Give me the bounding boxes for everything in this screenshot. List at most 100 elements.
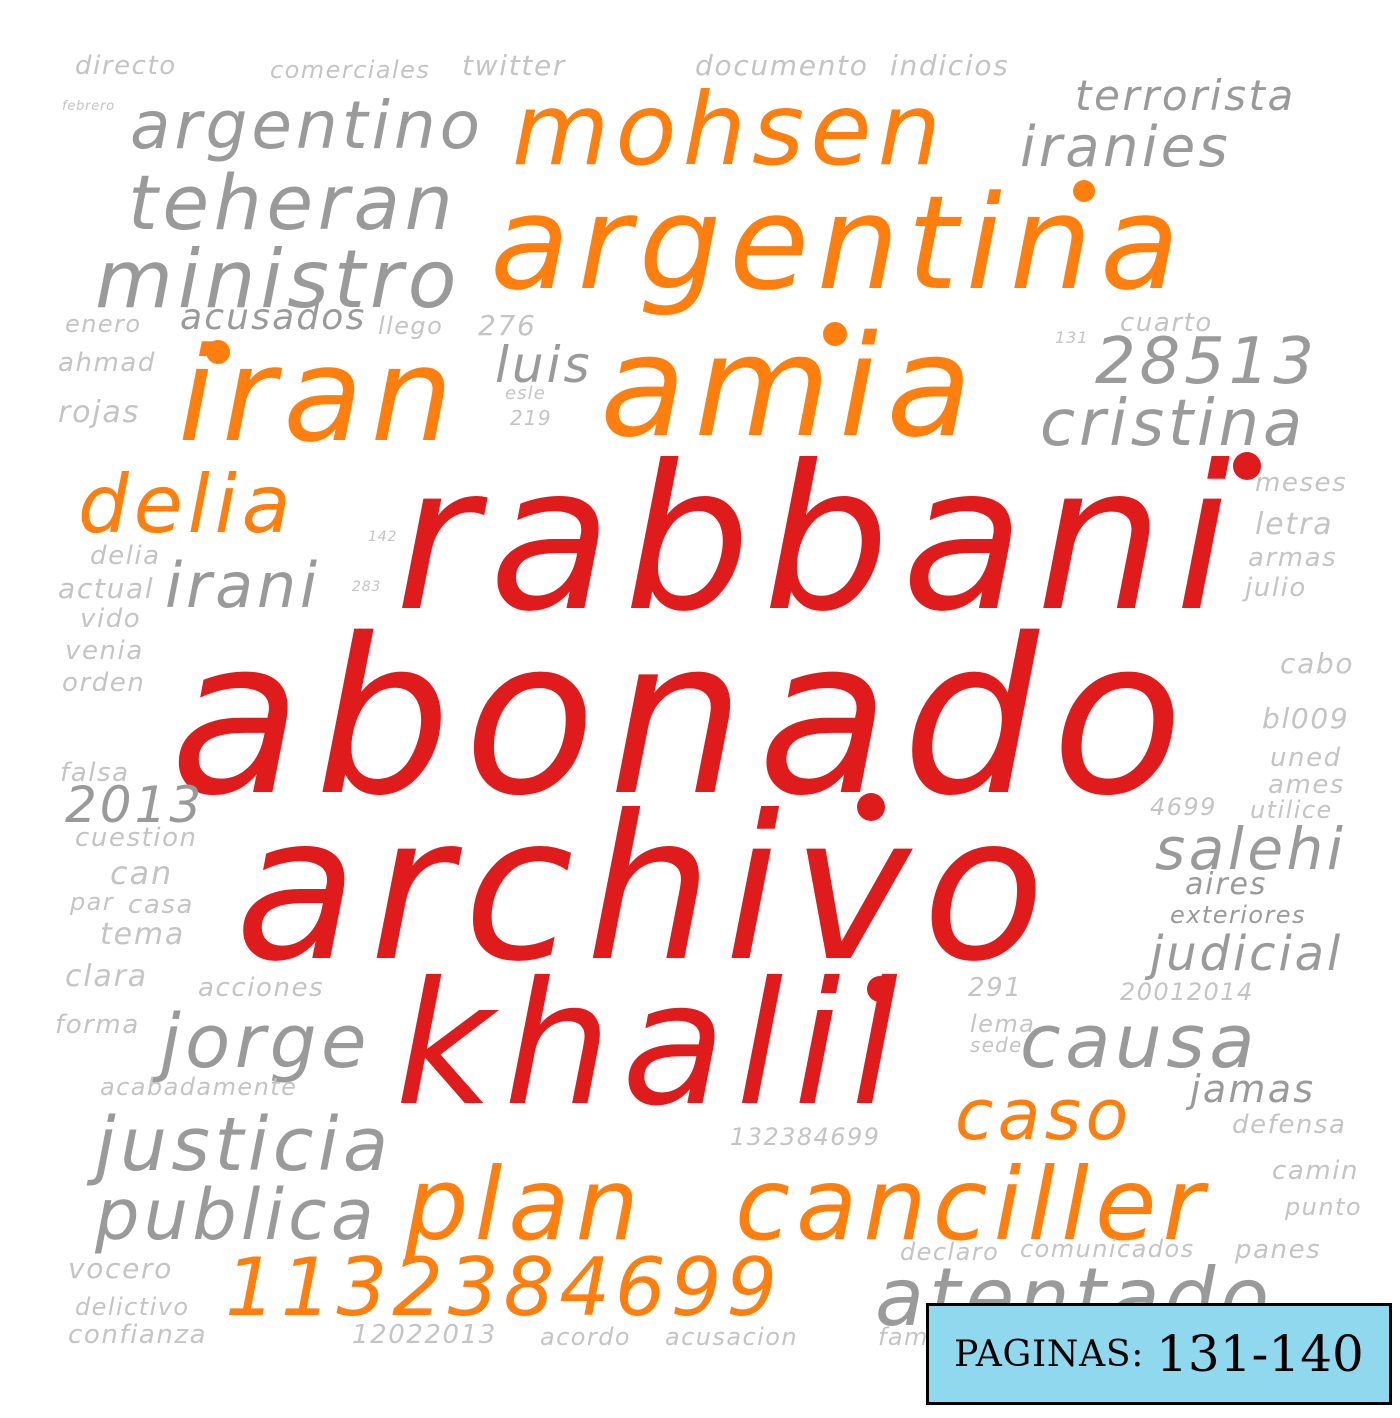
word-lema: lema [970,1010,1036,1038]
word-tema: tema [100,917,186,952]
word-vocero: vocero [68,1252,174,1285]
word-salehi: salehi [1155,815,1347,883]
word-131: 131 [1055,328,1089,347]
word-acabadamente: acabadamente [100,1073,298,1101]
word-cuestion: cuestion [75,823,198,853]
word-delia-large: delia [78,458,296,551]
word-declaro: declaro [900,1238,1000,1266]
word-4699: 4699 [1150,793,1217,821]
word-justicia: justicia [95,1102,393,1188]
word-letra: letra [1255,507,1334,542]
word-judicial: judicial [1150,926,1344,982]
word-punto: punto [1285,1193,1362,1221]
dot-argentina-i [1073,180,1095,202]
word-28513: 28513 [1095,325,1318,399]
word-esle: esle [505,383,546,404]
word-iranies: iranies [1020,115,1232,180]
pages-badge: PAGINAS: 131-140 [926,1303,1392,1405]
word-cuarto: cuarto [1120,308,1213,338]
word-febrero: febrero [62,99,115,114]
word-causa: causa [1020,999,1260,1085]
word-ministro: ministro [95,233,462,326]
word-amia: amia [600,306,981,469]
word-sede: sede [970,1033,1023,1057]
word-jorge: jorge [160,999,371,1085]
word-actual: actual [58,572,155,605]
pages-label: PAGINAS: [954,1333,1145,1375]
dot-rabbani-i [1233,452,1261,480]
word-cabo: cabo [1280,647,1355,680]
word-armas: armas [1248,543,1338,573]
word-venia: venia [65,636,144,666]
word-20012014: 20012014 [1120,978,1254,1006]
word-acusacion: acusacion [665,1323,799,1351]
word-defensa: defensa [1232,1110,1347,1140]
word-2013: 2013 [65,776,205,834]
word-canciller: canciller [735,1146,1210,1263]
word-132384699: 132384699 [730,1123,881,1151]
word-panes: panes [1235,1235,1322,1265]
word-argentino: argentino [130,87,484,164]
word-vido: vido [80,604,142,634]
word-enero: enero [65,310,142,338]
word-indicios: indicios [890,49,1010,82]
word-camin: camin [1272,1156,1360,1186]
pages-range: 131-140 [1156,1325,1364,1383]
word-falsa: falsa [60,758,130,788]
word-rabbani: rabbani [395,423,1243,656]
word-directo: directo [75,51,177,81]
word-llego: llego [378,312,444,340]
word-caso: caso [955,1074,1133,1156]
word-comerciales: comerciales [270,56,431,84]
word-orden: orden [62,668,146,698]
word-1132384699: 1132384699 [225,1241,782,1334]
word-uned: uned [1270,743,1342,773]
word-abonado: abonado [170,592,1197,843]
word-terrorista: terrorista [1075,71,1296,120]
word-ahmad: ahmad [58,348,156,378]
word-283: 283 [352,579,382,595]
dot-archivo-i [857,793,885,821]
word-acciones: acciones [198,973,325,1003]
word-twitter: twitter [462,49,567,82]
word-teheran: teheran [128,158,458,247]
word-219: 219 [510,406,552,430]
word-acusados: acusados [180,297,367,338]
dot-khalil-i [867,976,893,1002]
word-forma: forma [55,1010,140,1040]
word-jamas: jamas [1190,1067,1316,1111]
word-ames: ames [1268,770,1346,800]
word-comunicados: comunicados [1020,1235,1195,1263]
word-aires: aires [1185,867,1268,902]
word-utilice: utilice [1250,796,1333,824]
word-12022013: 12022013 [352,1320,497,1350]
word-276: 276 [478,309,537,342]
word-bl009: bl009 [1262,702,1350,735]
word-khalil: khalil [395,946,909,1144]
word-acordo: acordo [540,1323,632,1351]
word-par: par [70,888,115,916]
word-archivo: archivo [235,773,1057,1006]
word-142: 142 [368,529,398,545]
word-casa: casa [128,890,194,920]
word-meses: meses [1255,468,1348,498]
word-documento: documento [695,49,869,82]
word-cristina: cristina [1040,387,1307,461]
word-irani: irani [165,549,321,622]
word-confianza: confianza [68,1320,208,1350]
word-291: 291 [968,973,1023,1003]
word-argentina: argentina [490,167,1188,319]
dot-iran-i [206,340,230,364]
word-clara: clara [65,959,148,994]
dot-amia-i [823,322,847,346]
word-rojas: rojas [58,395,141,430]
word-plan: plan [405,1146,645,1263]
word-exteriores: exteriores [1170,901,1306,929]
word-mohsen: mohsen [512,71,947,188]
word-luis: luis [495,336,593,394]
word-publica: publica [95,1174,378,1256]
word-delia-small: delia [90,541,161,571]
word-julio: julio [1245,573,1307,603]
word-can: can [110,854,174,892]
